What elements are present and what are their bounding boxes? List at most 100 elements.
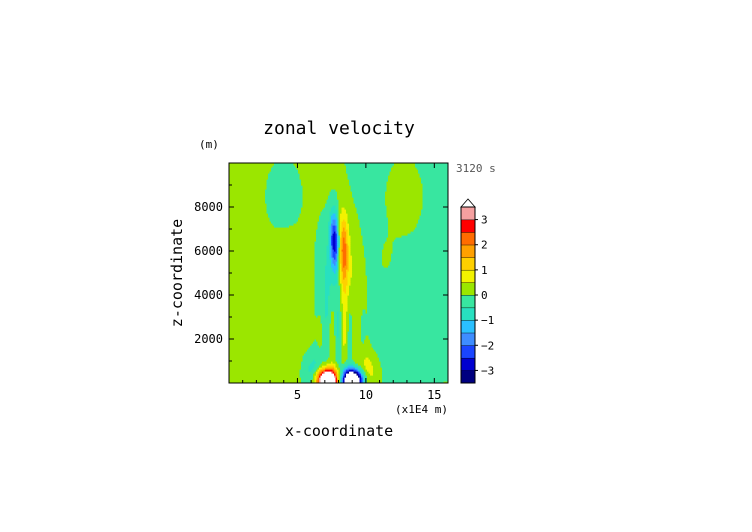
field-cell: [338, 217, 341, 220]
field-cell: [316, 235, 329, 238]
field-cell: [361, 231, 389, 234]
field-cell: [346, 257, 349, 260]
field-cell: [338, 319, 343, 322]
field-cell: [335, 261, 338, 264]
field-cell: [334, 319, 338, 322]
field-cell: [352, 333, 362, 336]
field-cell: [344, 227, 347, 230]
field-cell: [310, 363, 316, 366]
field-cell: [358, 217, 389, 220]
field-cell: [370, 341, 448, 344]
field-cell: [325, 309, 329, 312]
field-cell: [229, 199, 266, 202]
field-cell: [338, 243, 341, 246]
field-cell: [329, 247, 332, 250]
field-cell: [353, 199, 386, 202]
field-cell: [371, 343, 448, 346]
field-cell: [332, 253, 337, 256]
field-cell: [289, 225, 319, 228]
field-cell: [308, 367, 314, 370]
field-cell: [347, 271, 353, 274]
field-cell: [314, 279, 326, 282]
field-cell: [332, 369, 335, 372]
field-cell: [337, 255, 340, 258]
field-cell: [229, 261, 316, 264]
field-cell: [338, 233, 341, 236]
field-cell: [355, 203, 386, 206]
field-cell: [347, 213, 359, 216]
colorbar-swatch: [460, 307, 476, 321]
field-cell: [346, 247, 349, 250]
field-cell: [347, 247, 350, 250]
field-cell: [316, 379, 319, 382]
field-cell: [343, 373, 346, 376]
field-cell: [341, 301, 349, 304]
field-cell: [365, 367, 374, 370]
field-cell: [314, 379, 317, 382]
field-cell: [340, 269, 343, 272]
field-cell: [337, 327, 340, 330]
field-cell: [367, 299, 448, 302]
field-cell: [344, 377, 361, 380]
field-cell: [340, 373, 343, 376]
field-cell: [362, 369, 365, 372]
field-cell: [229, 249, 316, 252]
field-cell: [325, 203, 340, 206]
field-cell: [229, 331, 323, 334]
field-cell: [347, 345, 353, 348]
field-cell: [322, 325, 331, 328]
field-cell: [328, 313, 332, 316]
field-cell: [349, 315, 353, 318]
field-cell: [343, 285, 347, 288]
field-cell: [335, 363, 340, 366]
field-cell: [328, 195, 338, 198]
field-cell: [329, 327, 335, 330]
field-cell: [361, 331, 448, 334]
field-cell: [352, 355, 379, 358]
field-cell: [346, 165, 394, 168]
field-cell: [325, 273, 338, 276]
field-cell: [418, 171, 448, 174]
field-cell: [331, 315, 335, 318]
field-cell: [329, 347, 337, 350]
field-cell: [341, 335, 344, 338]
field-cell: [392, 245, 448, 248]
field-cell: [229, 349, 308, 352]
field-cell: [329, 257, 334, 260]
field-cell: [392, 251, 448, 254]
field-cell: [337, 193, 353, 196]
field-cell: [337, 253, 340, 256]
field-cell: [337, 375, 340, 378]
field-cell: [347, 351, 353, 354]
field-cell: [346, 325, 350, 328]
field-cell: [329, 249, 332, 252]
field-cell: [361, 229, 389, 232]
field-cell: [349, 327, 353, 330]
colorbar-tick-label: −2: [481, 339, 494, 352]
field-cell: [332, 267, 338, 270]
field-cell: [326, 257, 331, 260]
field-cell: [320, 369, 325, 372]
field-cell: [370, 373, 374, 376]
field-cell: [335, 207, 340, 210]
field-cell: [395, 237, 448, 240]
field-cell: [358, 369, 361, 372]
field-cell: [317, 315, 322, 318]
field-cell: [322, 333, 331, 336]
field-cell: [272, 223, 295, 226]
field-cell: [313, 359, 316, 362]
field-cell: [379, 359, 448, 362]
field-cell: [332, 241, 337, 244]
field-cell: [340, 251, 343, 254]
field-cell: [325, 281, 338, 284]
field-cell: [347, 341, 353, 344]
field-cell: [367, 289, 448, 292]
field-cell: [337, 325, 340, 328]
field-cell: [332, 239, 337, 242]
field-cell: [296, 221, 319, 224]
field-cell: [332, 269, 337, 272]
field-cell: [229, 215, 269, 218]
field-cell: [365, 357, 370, 360]
field-cell: [229, 291, 316, 294]
field-cell: [358, 375, 361, 378]
